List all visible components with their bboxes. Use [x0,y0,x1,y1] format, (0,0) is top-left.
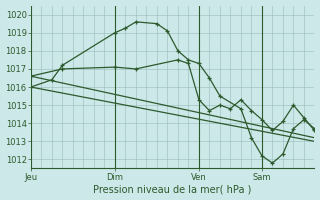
X-axis label: Pression niveau de la mer( hPa ): Pression niveau de la mer( hPa ) [93,184,252,194]
